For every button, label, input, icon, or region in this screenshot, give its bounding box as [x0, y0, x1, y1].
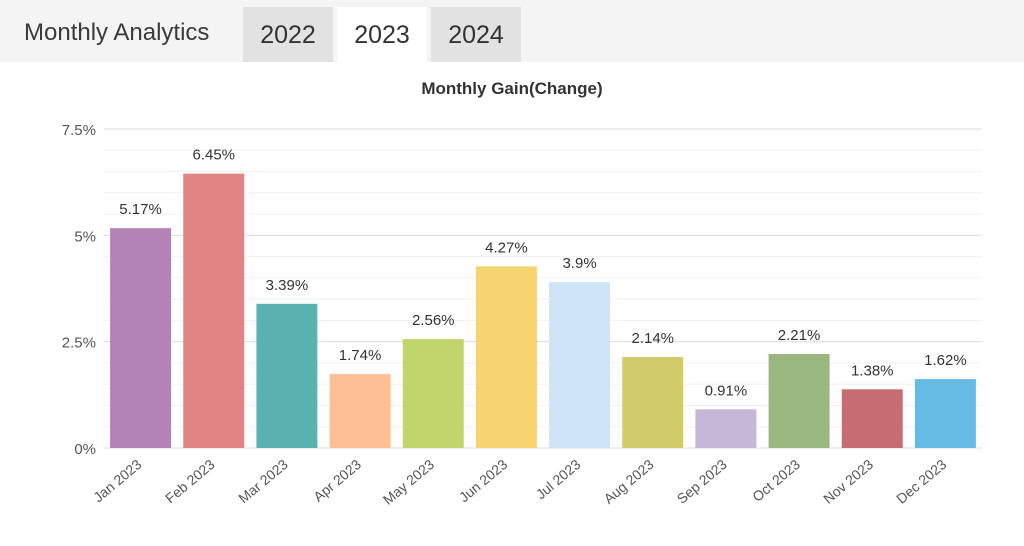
- data-label: 2.14%: [631, 330, 674, 347]
- x-tick-label: Jul 2023: [533, 456, 584, 502]
- header-bar: Monthly Analytics 2022 2023 2024: [0, 0, 1024, 62]
- bar-jan-2023: [110, 228, 172, 448]
- bar-apr-2023: [329, 373, 391, 448]
- data-label: 0.91%: [705, 382, 748, 399]
- x-tick-label: Oct 2023: [749, 456, 803, 505]
- x-tick-label: Apr 2023: [310, 456, 364, 505]
- y-axis-ticks: 0% 2.5% 5% 7.5%: [62, 122, 96, 458]
- y-tick-label: 2.5%: [62, 335, 96, 352]
- bar-jun-2023: [475, 266, 537, 448]
- bar-mar-2023: [256, 303, 318, 448]
- x-tick-label: Jan 2023: [90, 456, 145, 505]
- x-tick-label: Jun 2023: [456, 456, 511, 505]
- data-label: 2.56%: [412, 312, 455, 329]
- chart-title: Monthly Gain(Change): [421, 79, 602, 98]
- data-label: 1.74%: [339, 347, 382, 364]
- data-label: 6.45%: [192, 147, 235, 164]
- data-label: 3.9%: [562, 255, 596, 272]
- tab-2022[interactable]: 2022: [243, 7, 333, 62]
- monthly-gain-chart: Monthly Gain(Change) 0% 2.5% 5% 7.5% 5.17% 6…: [62, 79, 982, 508]
- x-tick-label: Aug 2023: [600, 456, 656, 507]
- data-label: 1.62%: [924, 352, 967, 369]
- bars: [110, 173, 976, 448]
- page-title: Monthly Analytics: [24, 19, 210, 46]
- x-tick-label: Sep 2023: [674, 456, 730, 507]
- bar-oct-2023: [768, 354, 830, 448]
- bar-feb-2023: [183, 173, 245, 448]
- bar-sep-2023: [695, 409, 757, 448]
- data-labels: 5.17% 6.45% 3.39% 1.74% 2.56% 4.27% 3.9% 2.14% 0…: [119, 147, 966, 400]
- x-tick-label: Dec 2023: [893, 456, 949, 507]
- x-tick-label: Feb 2023: [162, 456, 218, 506]
- bar-aug-2023: [622, 356, 684, 448]
- y-tick-label: 0%: [74, 441, 96, 458]
- bar-dec-2023: [914, 379, 976, 448]
- data-label: 1.38%: [851, 362, 894, 379]
- data-label: 2.21%: [778, 327, 821, 344]
- x-tick-label: Mar 2023: [235, 456, 291, 506]
- x-tick-label: Nov 2023: [820, 456, 876, 507]
- y-tick-label: 7.5%: [62, 122, 96, 139]
- bar-nov-2023: [841, 389, 903, 448]
- tab-2024[interactable]: 2024: [431, 7, 521, 62]
- grid-lines: [104, 128, 982, 449]
- data-label: 5.17%: [119, 201, 162, 218]
- data-label: 3.39%: [266, 277, 309, 294]
- x-axis-ticks: Jan 2023 Feb 2023 Mar 2023 Apr 2023 May 2023…: [90, 456, 949, 508]
- y-tick-label: 5%: [74, 228, 96, 245]
- bar-may-2023: [402, 339, 464, 448]
- x-tick-label: May 2023: [380, 456, 438, 508]
- bar-jul-2023: [549, 282, 611, 448]
- data-label: 4.27%: [485, 239, 528, 256]
- tab-2023[interactable]: 2023: [337, 7, 427, 62]
